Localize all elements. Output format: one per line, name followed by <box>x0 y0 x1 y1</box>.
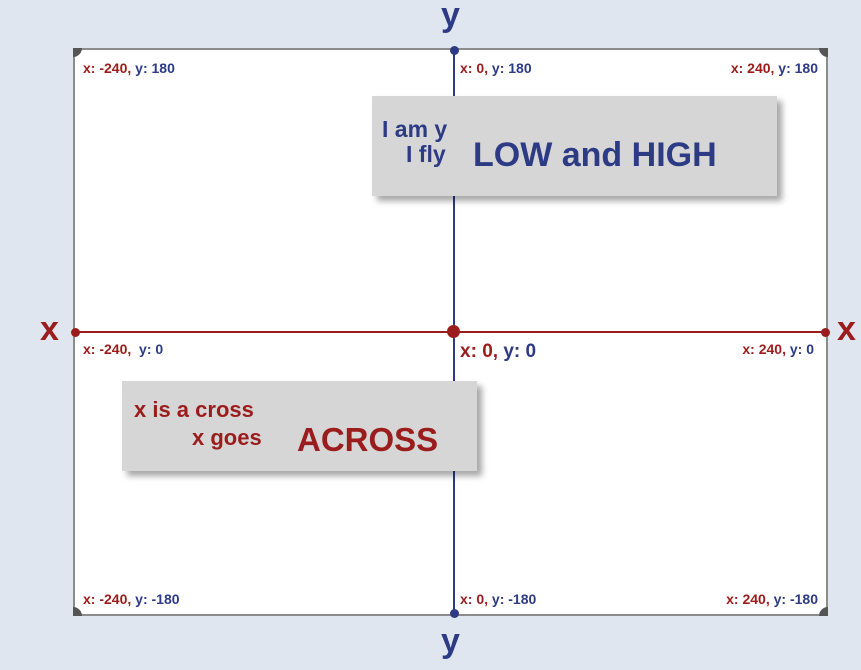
x-note-line2-small: x goes <box>192 425 262 450</box>
x-note-line1: x is a cross <box>134 397 254 422</box>
y-axis-bottom-end-dot <box>450 609 459 618</box>
corner-marker-bottom-left <box>73 607 82 616</box>
coord-label-top-right: x: 240, y: 180 <box>730 60 818 76</box>
coord-label-center: x: 0, y: 0 <box>460 341 537 362</box>
x-axis-label-left: x <box>40 310 59 348</box>
coord-label-bottom-left: x: -240, y: -180 <box>83 591 180 607</box>
y-note-line2-small: I fly <box>406 141 446 167</box>
x-axis-right-end-dot <box>821 328 830 337</box>
x-axis-left-end-dot <box>71 328 80 337</box>
coord-label-bottom-right: x: 240, y: -180 <box>726 591 818 607</box>
coord-label-top-center: x: 0, y: 180 <box>460 60 532 76</box>
y-axis-note: I am y I fly LOW and HIGH <box>372 96 777 196</box>
origin-dot <box>447 325 460 338</box>
x-axis-label-right: x <box>837 310 856 348</box>
coordinate-stage: x: -240, y: 180 x: 0, y: 180 x: 240, y: … <box>71 46 830 618</box>
y-note-line1: I am y <box>382 116 448 142</box>
coord-label-bottom-center: x: 0, y: -180 <box>460 591 537 607</box>
y-axis-top-end-dot <box>450 46 459 55</box>
y-axis-label-top: y <box>441 0 460 34</box>
y-note-line2-big: LOW and HIGH <box>473 136 717 174</box>
x-note-line2-big: ACROSS <box>297 421 439 458</box>
corner-marker-bottom-right <box>819 607 828 616</box>
y-axis-label-bottom: y <box>441 622 460 660</box>
coord-label-top-left: x: -240, y: 180 <box>83 60 175 76</box>
coord-label-mid-left: x: -240, y: 0 <box>83 341 164 357</box>
corner-marker-top-right <box>819 48 828 57</box>
corner-marker-top-left <box>73 48 82 57</box>
x-axis-note: x is a cross x goes ACROSS <box>122 381 477 471</box>
coord-label-mid-right: x: 240, y: 0 <box>742 341 814 357</box>
